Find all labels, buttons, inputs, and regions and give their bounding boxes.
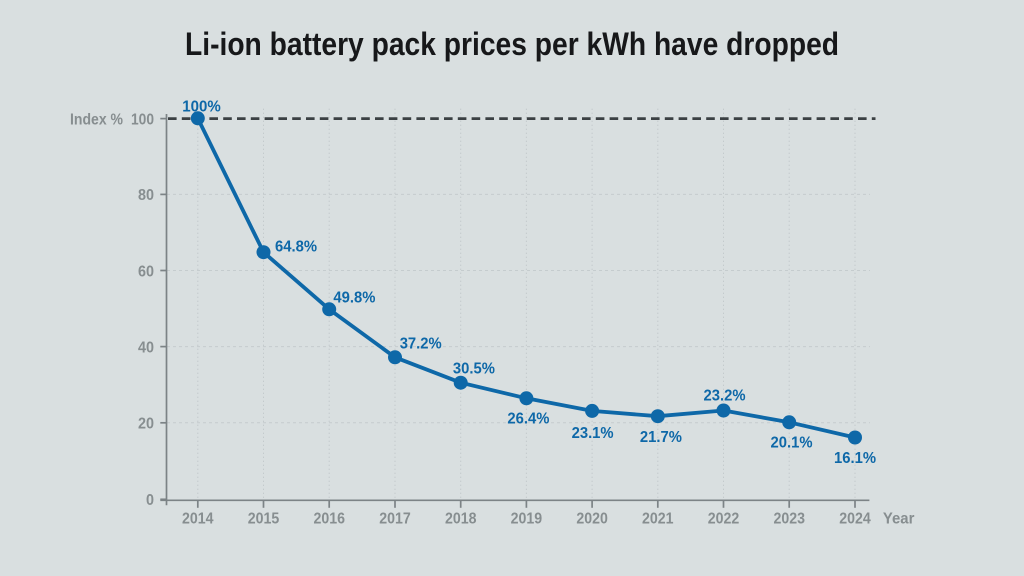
svg-text:64.8%: 64.8% <box>275 239 317 256</box>
svg-text:2022: 2022 <box>708 511 740 528</box>
svg-text:26.4%: 26.4% <box>507 410 549 427</box>
svg-text:2015: 2015 <box>248 511 280 528</box>
svg-text:23.1%: 23.1% <box>572 425 614 442</box>
svg-text:20: 20 <box>138 416 154 433</box>
svg-text:2014: 2014 <box>182 511 214 528</box>
svg-text:20.1%: 20.1% <box>771 434 813 451</box>
svg-text:80: 80 <box>138 187 154 204</box>
svg-text:21.7%: 21.7% <box>640 429 682 446</box>
svg-text:2021: 2021 <box>642 511 674 528</box>
svg-text:2017: 2017 <box>379 511 411 528</box>
svg-text:40: 40 <box>138 339 154 356</box>
svg-text:0: 0 <box>146 492 154 509</box>
svg-text:Li-ion battery pack prices per: Li-ion battery pack prices per kWh have … <box>185 26 839 62</box>
svg-text:60: 60 <box>138 263 154 280</box>
svg-text:Index %: Index % <box>70 111 123 128</box>
svg-text:100%: 100% <box>182 98 221 115</box>
svg-text:2020: 2020 <box>576 511 608 528</box>
svg-text:2018: 2018 <box>445 511 477 528</box>
svg-text:Year: Year <box>883 511 915 528</box>
svg-text:2024: 2024 <box>839 511 871 528</box>
svg-text:2023: 2023 <box>773 511 805 528</box>
svg-text:100: 100 <box>131 111 154 128</box>
svg-text:37.2%: 37.2% <box>400 335 442 352</box>
svg-text:16.1%: 16.1% <box>834 450 876 467</box>
svg-text:2016: 2016 <box>313 511 345 528</box>
svg-text:2019: 2019 <box>511 511 543 528</box>
svg-text:30.5%: 30.5% <box>453 360 495 377</box>
svg-text:23.2%: 23.2% <box>704 387 746 404</box>
svg-text:49.8%: 49.8% <box>333 290 375 307</box>
